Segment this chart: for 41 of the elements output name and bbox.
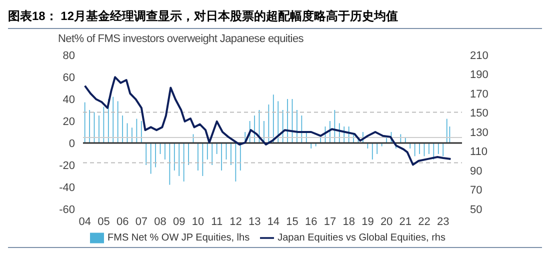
x-tick-label: 04 [78, 216, 92, 228]
legend-label: Japan Equities vs Global Equities, rhs [278, 232, 446, 244]
x-tick-label: 21 [399, 216, 412, 228]
x-tick-label: 07 [135, 216, 148, 228]
x-tick-label: 09 [173, 216, 186, 228]
y2-tick-label: 170 [470, 88, 488, 100]
y2-tick-label: 150 [470, 108, 488, 120]
x-tick-label: 11 [211, 216, 223, 228]
x-tick-label: 12 [230, 216, 242, 228]
x-tick-label: 23 [437, 216, 450, 228]
y-tick-label: 60 [62, 72, 75, 84]
x-tick-label: 15 [286, 216, 298, 228]
x-tick-label: 20 [380, 216, 393, 228]
y-tick-label: -20 [59, 160, 75, 172]
x-tick-label: 13 [248, 216, 261, 228]
chart-subtitle: Net% of FMS investors overweight Japanese equities [58, 33, 304, 45]
y2-tick-label: 130 [470, 126, 488, 139]
x-tick-label: 16 [305, 216, 318, 228]
y2-tick-label: 210 [470, 50, 488, 62]
y2-tick-label: 110 [470, 146, 488, 158]
chart-title: 图表18： 12月基金经理调查显示，对日本股票的超配幅度略高于历史均值 [8, 8, 542, 29]
y2-tick-label: 90 [470, 165, 482, 178]
legend-label: FMS Net % OW JP Equities, lhs [108, 232, 250, 244]
y-tick-label: -60 [59, 204, 75, 216]
y-tick-label: 40 [62, 94, 75, 106]
y2-tick-label: 70 [470, 184, 482, 197]
y-tick-label: -40 [59, 182, 75, 194]
x-tick-label: 05 [98, 216, 110, 228]
y-tick-label: 20 [62, 116, 75, 128]
x-tick-label: 10 [192, 216, 204, 228]
y-tick-label: 80 [62, 50, 75, 62]
y2-tick-label: 50 [470, 204, 482, 216]
y2-tick-label: 190 [470, 69, 488, 82]
x-tick-label: 14 [267, 216, 280, 228]
x-tick-label: 18 [342, 216, 355, 228]
x-tick-label: 08 [154, 216, 166, 228]
x-tick-label: 19 [362, 216, 374, 228]
x-tick-label: 17 [324, 216, 336, 228]
x-tick-label: 06 [116, 216, 129, 228]
y-tick-label: 0 [68, 138, 75, 150]
x-tick-label: 22 [418, 216, 430, 228]
